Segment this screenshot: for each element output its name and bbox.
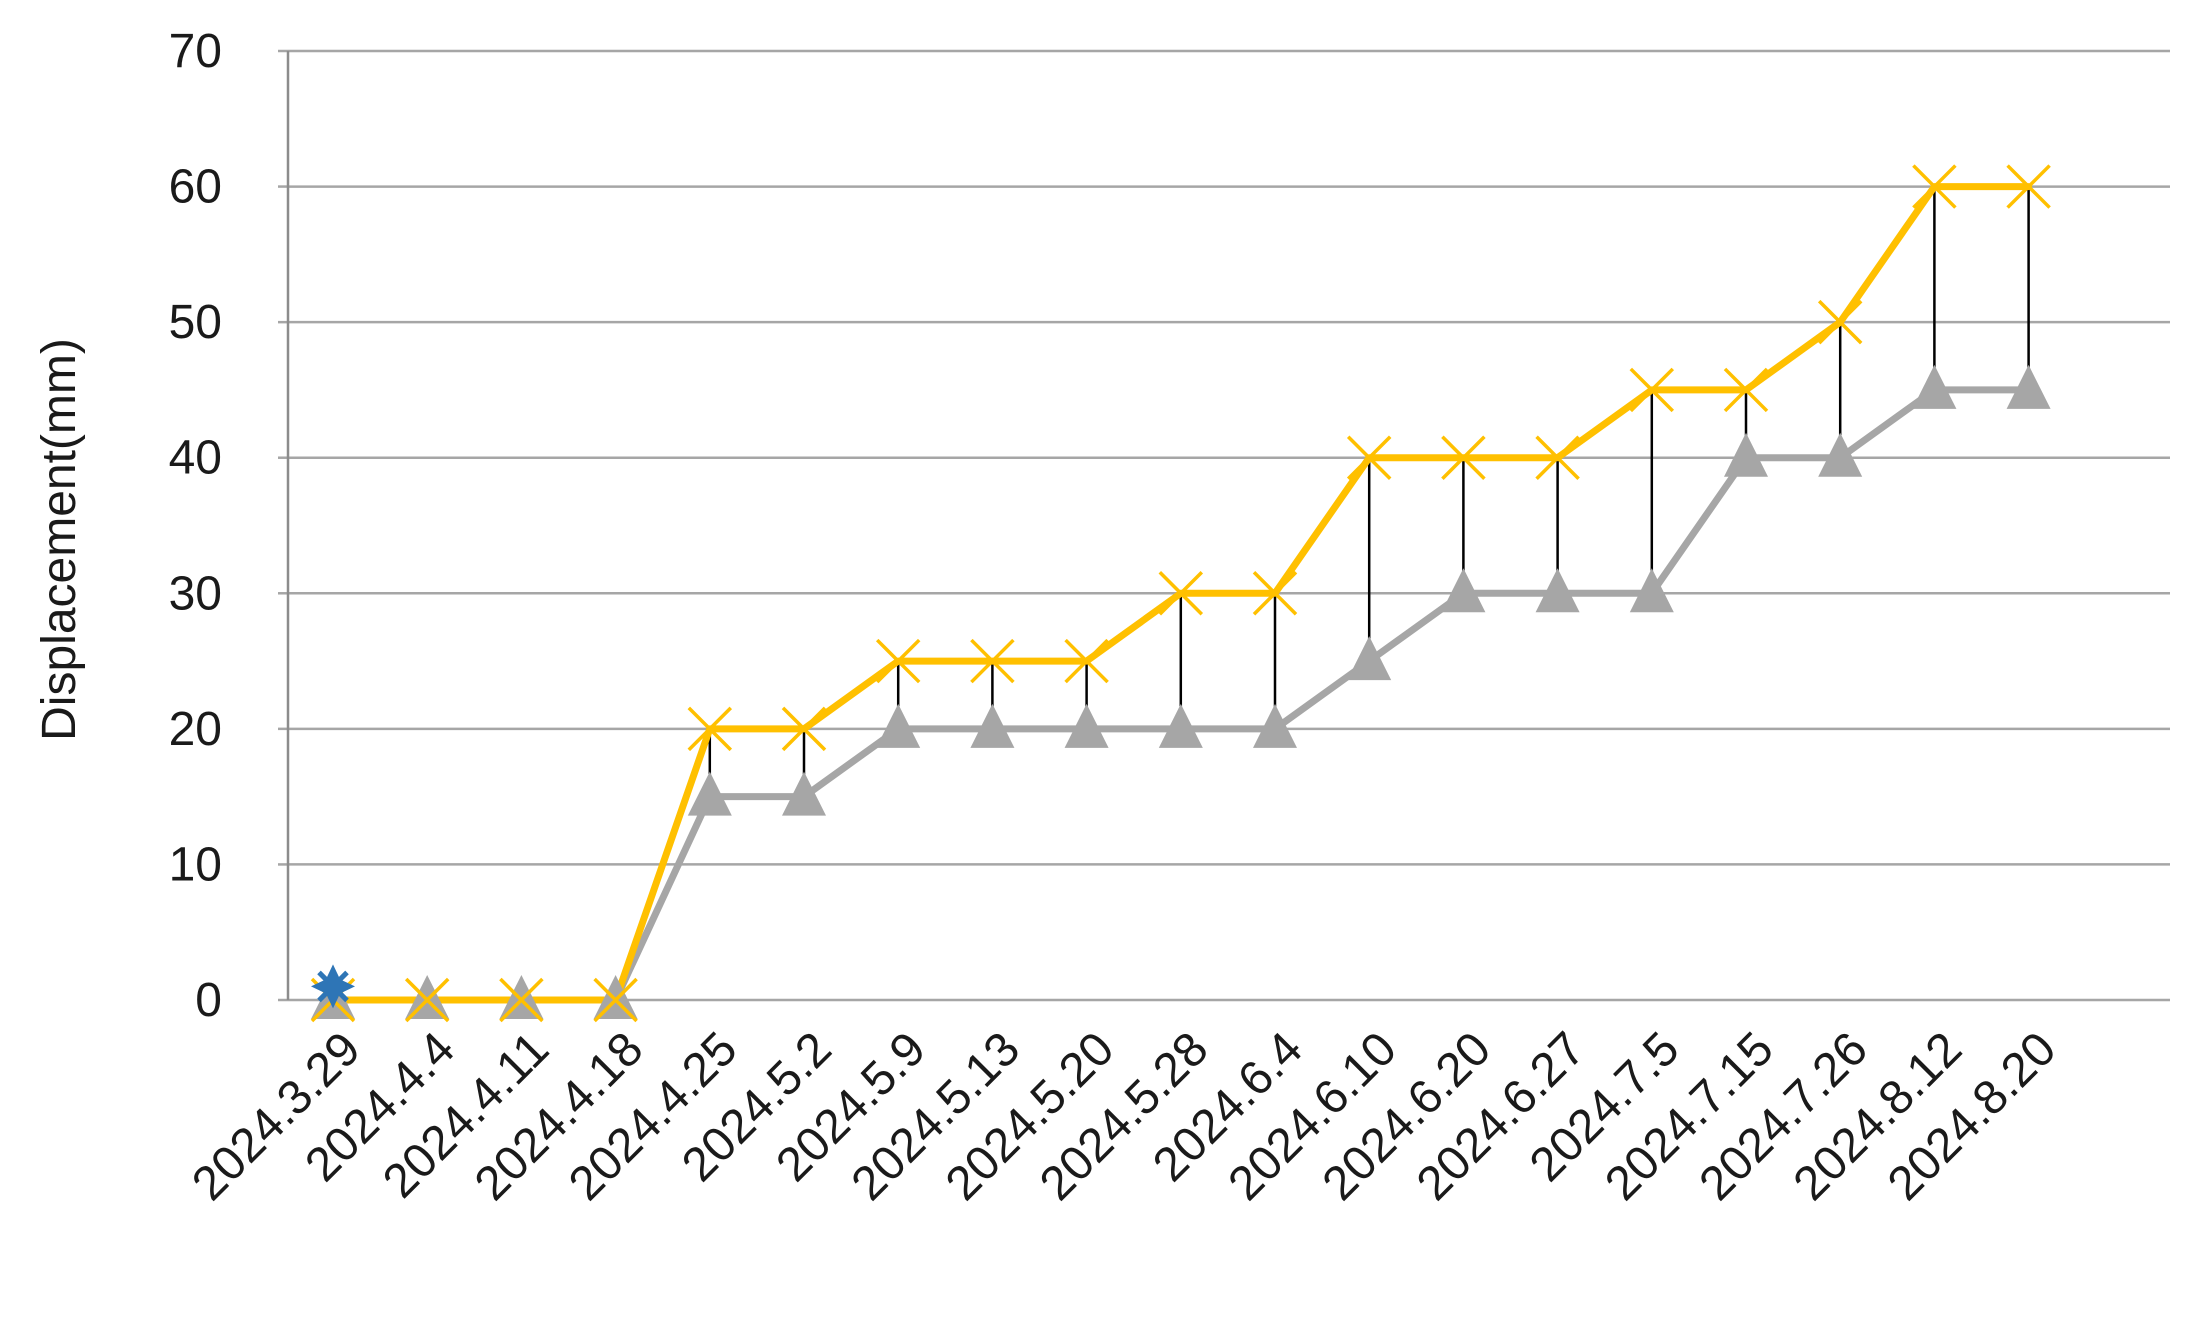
y-tick-label: 50 — [169, 296, 222, 349]
triangle-marker — [687, 771, 732, 816]
triangle-marker — [782, 771, 826, 816]
y-tick-label: 20 — [169, 703, 222, 756]
x-marker — [593, 977, 638, 1023]
star-cross-marker — [317, 970, 349, 1003]
triangle-marker — [1158, 703, 1203, 748]
triangle-marker — [1064, 703, 1109, 748]
x-marker — [1064, 638, 1109, 684]
x-marker — [1158, 571, 1204, 616]
y-axis-title: Displacement(mm) — [33, 338, 86, 741]
triangle-marker — [405, 975, 450, 1019]
triangle-marker — [593, 975, 638, 1019]
triangle-marker — [1535, 568, 1580, 613]
x-marker — [1535, 435, 1580, 480]
x-marker — [1723, 367, 1769, 413]
x-marker — [687, 706, 733, 752]
y-tick-labels: 0 10 20 30 40 50 60 70 — [169, 25, 222, 1027]
triangle-marker — [1441, 568, 1486, 613]
triangle-marker — [1347, 636, 1392, 681]
x-marker — [1817, 299, 1863, 345]
triangle-marker — [1818, 432, 1863, 477]
x-marker — [499, 977, 544, 1023]
x-marker — [1346, 435, 1392, 480]
x-marker — [970, 638, 1015, 684]
y-tick-label: 40 — [169, 432, 222, 485]
y-tick-label: 70 — [169, 25, 222, 78]
x-marker — [2006, 164, 2051, 209]
x-marker — [1912, 164, 1957, 209]
triangle-marker — [2006, 364, 2051, 409]
y-tick-label: 60 — [169, 161, 222, 214]
triangle-marker — [1629, 568, 1674, 613]
triangle-marker — [1912, 364, 1957, 409]
triangle-marker — [499, 975, 544, 1019]
x-marker — [875, 638, 921, 684]
x-marker — [781, 706, 827, 752]
x-marker — [1629, 367, 1675, 413]
triangle-marker — [970, 703, 1015, 748]
x-marker — [1441, 435, 1486, 480]
y-tick-label: 30 — [169, 567, 222, 620]
triangle-marker — [876, 703, 921, 748]
y-tick-label: 10 — [169, 838, 222, 891]
gridlines — [278, 49, 2170, 1002]
y-tick-label: 0 — [195, 974, 222, 1027]
series-markers — [310, 164, 2051, 1023]
x-tick-labels: 2024.3.292024.4.42024.4.112024.4.182024.… — [182, 1022, 2066, 1210]
x-marker — [404, 977, 450, 1023]
x-marker — [1252, 571, 1298, 616]
triangle-marker — [1253, 703, 1297, 748]
triangle-marker — [1724, 432, 1768, 477]
